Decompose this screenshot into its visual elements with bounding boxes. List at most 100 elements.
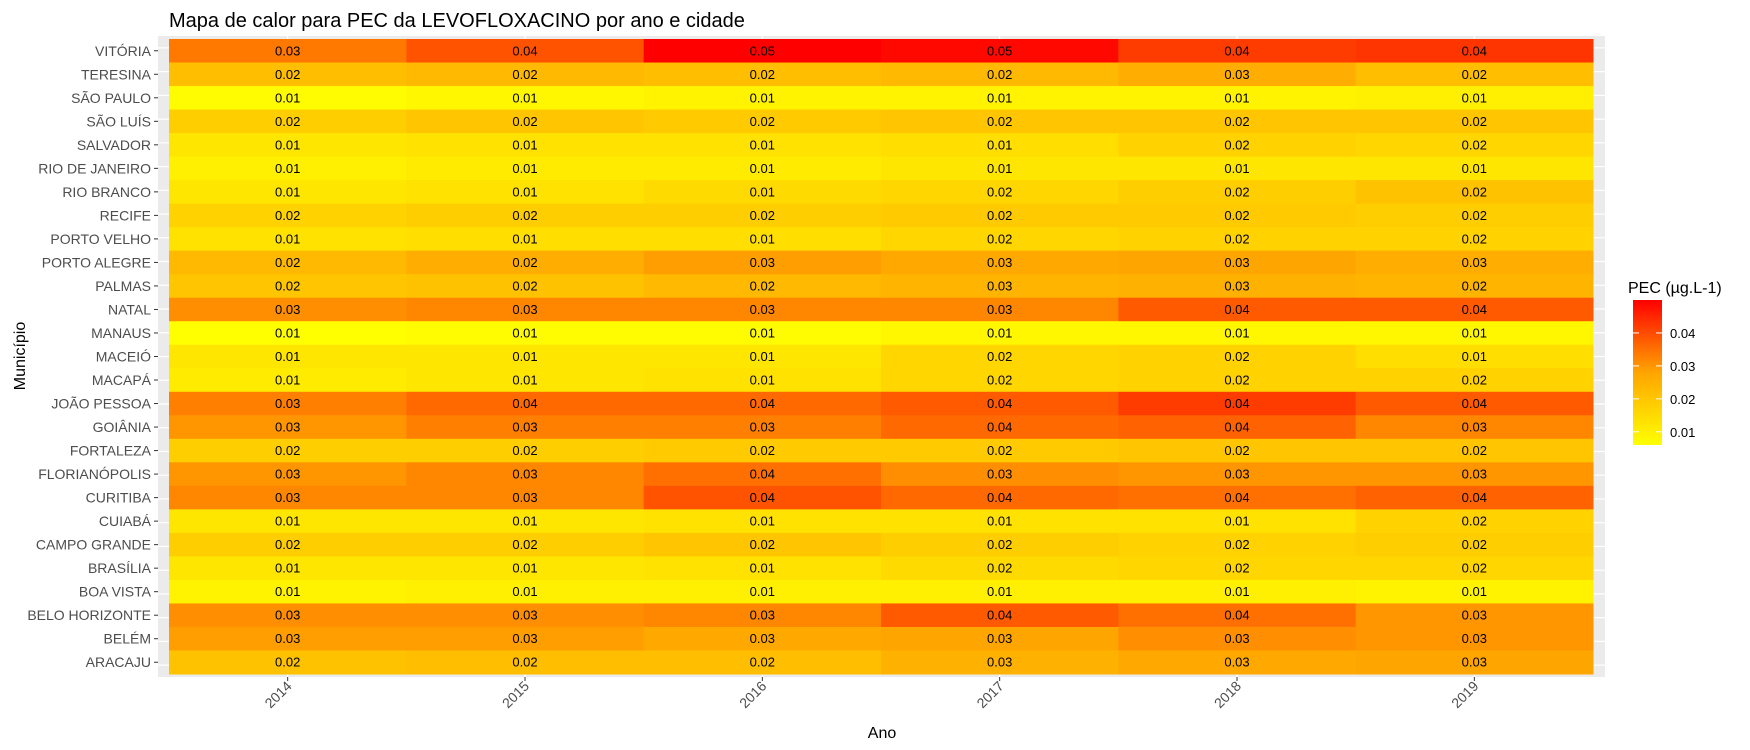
legend-tick-label: 0.03: [1670, 359, 1695, 374]
x-tick-label: 2014: [261, 678, 294, 711]
heatmap-cell: [881, 203, 1119, 228]
heatmap-cell: [169, 415, 407, 440]
cell-value-label: 0.03: [275, 490, 300, 505]
cell-value-label: 0.01: [275, 561, 300, 576]
heatmap-cell: [643, 180, 882, 205]
heatmap-cell: [1118, 156, 1357, 181]
heatmap-cell: [406, 532, 645, 557]
cell-value-label: 0.04: [987, 608, 1012, 623]
cell-value-label: 0.02: [1462, 561, 1487, 576]
heatmap-cell: [169, 650, 407, 675]
y-tick-label: BELÉM: [104, 631, 151, 647]
cell-value-label: 0.02: [1462, 514, 1487, 529]
y-axis-ticks: VITÓRIA TERESINA SÃO PAULO SÃO LUÍS SALVADOR…: [27, 43, 158, 670]
cell-value-label: 0.01: [750, 184, 775, 199]
cell-value-label: 0.02: [987, 373, 1012, 388]
cell-value-label: 0.02: [1462, 184, 1487, 199]
cell-value-label: 0.02: [987, 208, 1012, 223]
cell-value-label: 0.03: [1462, 467, 1487, 482]
heatmap-cell: [406, 250, 645, 275]
heatmap-cell: [169, 297, 407, 322]
cell-value-label: 0.01: [750, 373, 775, 388]
heatmap-cells: [169, 39, 1594, 675]
heatmap-cell: [406, 133, 645, 158]
heatmap-cell: [1118, 626, 1357, 651]
cell-value-label: 0.02: [750, 537, 775, 552]
heatmap-cell: [406, 297, 645, 322]
heatmap-cell: [643, 532, 882, 557]
heatmap-cell: [643, 156, 882, 181]
y-tick-label: RIO BRANCO: [62, 184, 151, 200]
heatmap-cell: [881, 133, 1119, 158]
cell-value-label: 0.02: [1224, 373, 1249, 388]
cell-value-label: 0.02: [750, 655, 775, 670]
cell-value-label: 0.03: [1224, 278, 1249, 293]
heatmap-cell: [169, 579, 407, 604]
cell-value-label: 0.03: [987, 467, 1012, 482]
cell-value-label: 0.01: [275, 161, 300, 176]
heatmap-cell: [1355, 297, 1594, 322]
heatmap-cell: [1118, 297, 1357, 322]
heatmap-cell: [1355, 250, 1594, 275]
cell-value-label: 0.03: [512, 302, 537, 317]
heatmap-cell: [643, 133, 882, 158]
heatmap-cell: [169, 368, 407, 393]
legend-tick-label: 0.01: [1670, 425, 1695, 440]
cell-value-label: 0.01: [275, 373, 300, 388]
heatmap-cell: [1118, 62, 1357, 87]
cell-value-label: 0.01: [512, 514, 537, 529]
cell-value-label: 0.02: [1462, 114, 1487, 129]
heatmap-cell: [1355, 39, 1594, 64]
y-tick-label: VITÓRIA: [95, 43, 152, 59]
legend-colorbar: [1633, 300, 1662, 445]
heatmap-cell: [406, 556, 645, 581]
heatmap-cell: [643, 626, 882, 651]
heatmap-cell: [406, 438, 645, 463]
cell-value-label: 0.02: [1224, 537, 1249, 552]
y-tick-label: FORTALEZA: [70, 443, 152, 459]
heatmap-cell: [169, 274, 407, 299]
heatmap-cell: [406, 579, 645, 604]
cell-value-label: 0.01: [1462, 325, 1487, 340]
y-axis-title: Município: [12, 322, 29, 391]
heatmap-cell: [881, 39, 1119, 64]
x-tick-label: 2015: [499, 678, 532, 711]
heatmap-cell: [643, 344, 882, 369]
cell-value-label: 0.02: [750, 443, 775, 458]
heatmap-cell: [643, 650, 882, 675]
heatmap-cell: [1355, 109, 1594, 134]
y-tick-label: SÃO LUÍS: [86, 113, 151, 129]
color-legend: PEC (µg.L-1) 0.01 0.02 0.03 0.04: [1628, 280, 1722, 445]
legend-tick-label: 0.02: [1670, 392, 1695, 407]
cell-value-label: 0.03: [1224, 655, 1249, 670]
heatmap-cell: [1118, 438, 1357, 463]
heatmap-cell: [406, 462, 645, 487]
heatmap-cell: [406, 321, 645, 346]
cell-value-label: 0.01: [750, 349, 775, 364]
heatmap-cell: [1118, 321, 1357, 346]
heatmap-cell: [881, 556, 1119, 581]
cell-value-label: 0.01: [512, 137, 537, 152]
cell-value-label: 0.01: [750, 90, 775, 105]
heatmap-cell: [1355, 203, 1594, 228]
y-tick-label: SALVADOR: [77, 137, 151, 153]
y-tick-label: PORTO VELHO: [50, 231, 151, 247]
cell-value-label: 0.02: [1224, 561, 1249, 576]
heatmap-cell: [169, 603, 407, 628]
heatmap-cell: [406, 62, 645, 87]
y-tick-label: CURITIBA: [86, 490, 152, 506]
cell-value-label: 0.02: [1224, 137, 1249, 152]
heatmap-cell: [1355, 603, 1594, 628]
heatmap-cell: [881, 626, 1119, 651]
cell-value-label: 0.03: [750, 302, 775, 317]
cell-value-label: 0.01: [987, 514, 1012, 529]
cell-value-label: 0.03: [512, 631, 537, 646]
cell-value-label: 0.02: [1224, 114, 1249, 129]
cell-value-label: 0.04: [1224, 302, 1249, 317]
heatmap-cell: [169, 532, 407, 557]
heatmap-cell: [1118, 556, 1357, 581]
heatmap-cell: [1118, 509, 1357, 534]
heatmap-cell: [406, 344, 645, 369]
heatmap-cell: [169, 509, 407, 534]
heatmap-cell: [1118, 485, 1357, 510]
